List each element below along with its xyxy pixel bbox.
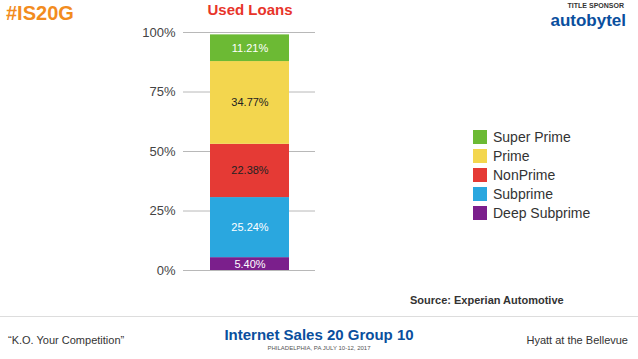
html-text:Used Loans: Used Loans <box>207 1 293 18</box>
html-text:Hyatt at the Bellevue: Hyatt at the Bellevue <box>526 334 628 346</box>
html-text:Source: Experian Automotive: Source: Experian Automotive <box>410 294 564 306</box>
html-text:NonPrime: NonPrime <box>493 166 556 183</box>
svg-text:25.24%: 25.24% <box>231 221 269 233</box>
html-text:autobytel: autobytel <box>550 11 626 30</box>
html-text:Prime: Prime <box>493 147 530 164</box>
html-text:#IS20G: #IS20G <box>6 2 74 24</box>
svg-text:22.38%: 22.38% <box>231 164 269 176</box>
svg-text:5.40%: 5.40% <box>234 258 265 270</box>
svg-text:34.77%: 34.77% <box>231 96 269 108</box>
html-text:“K.O. Your Competition”: “K.O. Your Competition” <box>8 334 125 346</box>
html-text:Deep Subprime: Deep Subprime <box>493 204 591 221</box>
svg-text:75%: 75% <box>149 84 175 99</box>
html-text:Subprime: Subprime <box>493 185 553 202</box>
svg-text:0%: 0% <box>157 263 176 278</box>
svg-text:100%: 100% <box>142 25 176 40</box>
svg-text:11.21%: 11.21% <box>232 42 269 54</box>
html-text:TITLE SPONSOR: TITLE SPONSOR <box>567 2 624 9</box>
html-text:PHILADELPHIA, PA JULY 10-12, 2: PHILADELPHIA, PA JULY 10-12, 2017 <box>267 345 371 351</box>
html-text:Internet Sales 20 Group 10: Internet Sales 20 Group 10 <box>224 326 414 343</box>
html-text:Super Prime: Super Prime <box>493 128 571 145</box>
svg-text:50%: 50% <box>149 144 175 159</box>
svg-text:25%: 25% <box>149 203 175 218</box>
